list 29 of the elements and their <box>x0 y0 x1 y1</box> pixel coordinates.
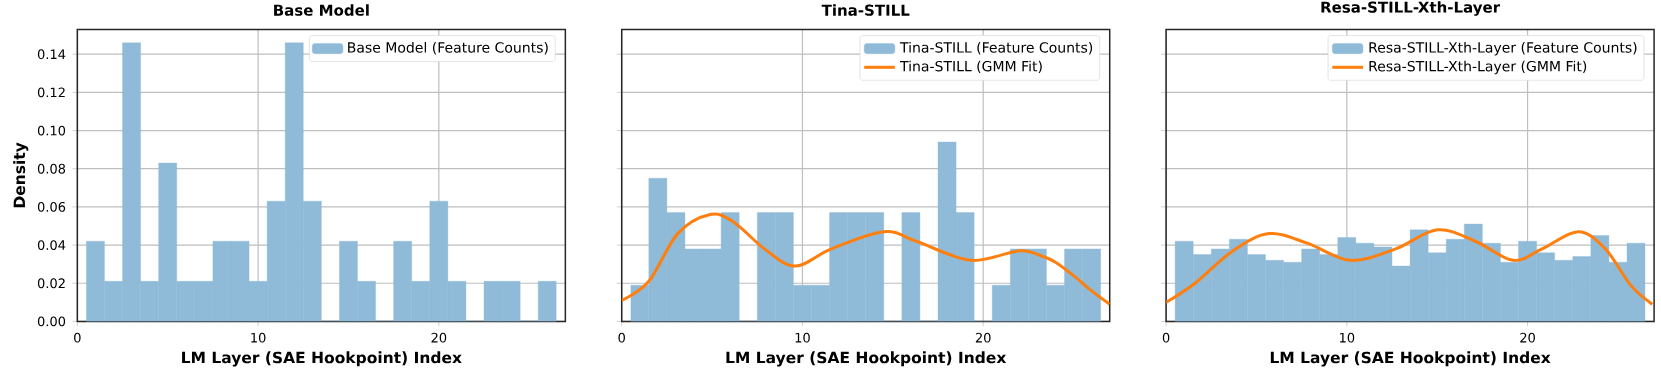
x-axis-title: LM Layer (SAE Hookpoint) Index <box>182 351 462 367</box>
y-tick-label: 0.04 <box>37 240 66 250</box>
x-tick-label: 10 <box>251 332 266 343</box>
chart-title: Resa-STILL-Xth-Layer <box>1321 1 1501 16</box>
legend-label: Tina-STILL (GMM Fit) <box>899 60 1042 74</box>
x-tick-label: 20 <box>431 332 447 343</box>
y-tick-label: 0.10 <box>37 125 66 136</box>
x-axis-title: LM Layer (SAE Hookpoint) Index <box>726 351 1007 367</box>
legend-label: Resa-STILL-Xth-Layer (Feature Counts) <box>1369 41 1637 56</box>
y-tick-label: 0.14 <box>37 49 66 60</box>
y-tick-label: 0.02 <box>37 278 65 289</box>
chart-title: Base Model <box>274 4 369 16</box>
x-tick-label: 20 <box>1520 332 1535 343</box>
chart-title: Tina-STILL <box>821 4 910 16</box>
x-tick-label: 10 <box>1340 332 1355 343</box>
y-tick-label: 0.12 <box>37 87 65 98</box>
legend-label: Resa-STILL-Xth-Layer (GMM Fit) <box>1369 60 1587 75</box>
y-tick-label: 0.00 <box>37 316 66 327</box>
x-axis-title: LM Layer (SAE Hookpoint) Index <box>1270 351 1551 367</box>
y-axis-title: Density <box>13 142 29 208</box>
x-tick-label: 10 <box>795 332 810 343</box>
x-tick-label: 0 <box>74 332 81 343</box>
legend-label: Base Model (Feature Counts) <box>348 41 548 55</box>
legend-label: Tina-STILL (Feature Counts) <box>899 41 1093 55</box>
y-tick-label: 0.08 <box>37 163 66 174</box>
x-tick-label: 20 <box>975 332 991 343</box>
x-tick-label: 0 <box>618 332 625 343</box>
x-tick-label: 0 <box>1162 332 1170 343</box>
y-tick-label: 0.06 <box>37 202 66 212</box>
